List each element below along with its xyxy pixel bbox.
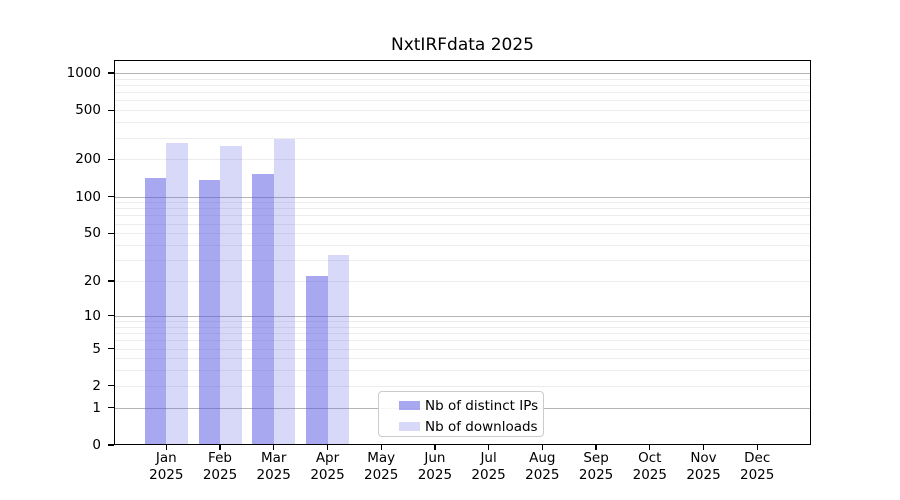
legend-swatch-distinct-ips — [399, 401, 420, 410]
gridline-minor — [114, 326, 811, 328]
y-tick-mark — [108, 158, 114, 161]
y-tick-mark — [108, 280, 114, 282]
plot-area — [114, 60, 811, 445]
x-tick-label-sep: Sep 2025 — [578, 450, 614, 483]
y-tick-label: 2 — [92, 377, 101, 394]
legend-row-distinct-ips: Nb of distinct IPs — [399, 395, 543, 416]
gridline-minor — [114, 78, 811, 80]
gridline-minor — [114, 92, 811, 94]
y-tick-label: 20 — [83, 273, 101, 289]
gridline-major — [114, 72, 811, 74]
gridline-minor — [114, 281, 811, 282]
bar-nb-of-downloads-jan — [166, 142, 188, 445]
gridline-minor — [114, 84, 811, 86]
bar-nb-of-distinct-ips-apr — [306, 276, 328, 445]
y-tick-label: 100 — [75, 188, 101, 205]
gridline-minor — [114, 122, 811, 124]
x-tick-label-jul: Jul 2025 — [471, 450, 506, 483]
legend-label-distinct-ips: Nb of distinct IPs — [425, 397, 539, 414]
gridline-minor — [114, 202, 811, 204]
x-tick-label-jan: Jan 2025 — [149, 450, 184, 483]
x-tick-mark — [165, 445, 167, 450]
x-tick-mark — [380, 445, 382, 450]
y-tick-mark — [108, 195, 114, 198]
y-tick-label: 1000 — [66, 64, 101, 81]
legend-label-downloads: Nb of downloads — [425, 418, 538, 435]
y-tick-label: 500 — [75, 102, 101, 119]
legend-swatch-downloads — [399, 422, 420, 431]
y-tick-label: 0 — [92, 437, 101, 453]
gridline-minor — [114, 159, 811, 161]
gridline-minor — [114, 110, 811, 112]
x-tick-label-apr: Apr 2025 — [310, 450, 345, 483]
x-tick-label-jun: Jun 2025 — [417, 450, 453, 483]
y-tick-mark — [108, 232, 114, 234]
x-tick-label-dec: Dec 2025 — [740, 450, 775, 483]
gridline-minor — [114, 385, 811, 387]
gridline-major — [114, 196, 811, 198]
y-tick-label: 1 — [92, 399, 101, 416]
x-tick-label-oct: Oct 2025 — [632, 450, 667, 483]
chart-title: NxtIRFdata 2025 — [390, 35, 534, 55]
gridline-minor — [114, 223, 811, 225]
y-tick-mark — [108, 444, 114, 446]
y-tick-mark — [108, 407, 114, 409]
y-tick-label: 200 — [75, 151, 101, 168]
gridline-minor — [114, 245, 811, 246]
gridline-minor — [114, 370, 811, 372]
x-tick-mark — [702, 445, 705, 450]
gridline-minor — [114, 333, 811, 334]
x-tick-mark — [273, 445, 275, 450]
y-tick-mark — [108, 109, 114, 111]
gridline-major — [114, 315, 811, 317]
y-tick-label: 10 — [83, 307, 101, 324]
gridline-minor — [114, 208, 811, 210]
x-tick-mark — [326, 445, 329, 450]
bar-nb-of-downloads-mar — [273, 138, 296, 445]
gridline-minor — [114, 321, 811, 322]
x-tick-mark — [756, 445, 758, 450]
gridline-minor — [114, 358, 811, 360]
x-tick-mark — [219, 445, 221, 450]
y-tick-label: 5 — [92, 340, 101, 357]
y-tick-mark — [108, 72, 114, 74]
bar-nb-of-distinct-ips-feb — [198, 179, 220, 445]
x-tick-label-mar: Mar 2025 — [256, 450, 291, 483]
y-tick-mark — [108, 315, 114, 317]
x-tick-label-nov: Nov 2025 — [686, 450, 721, 483]
x-tick-label-aug: Aug 2025 — [525, 450, 560, 483]
y-tick-mark — [108, 385, 114, 387]
x-tick-mark — [488, 445, 490, 450]
legend-row-downloads: Nb of downloads — [399, 416, 543, 437]
x-tick-label-may: May 2025 — [364, 450, 399, 483]
x-tick-mark — [541, 445, 543, 450]
x-tick-mark — [649, 445, 651, 450]
gridline-minor — [114, 100, 811, 102]
y-tick-mark — [108, 347, 114, 350]
gridline-minor — [114, 215, 811, 217]
x-tick-mark — [595, 445, 597, 450]
legend: Nb of distinct IPs Nb of downloads — [378, 391, 544, 437]
bar-nb-of-downloads-feb — [220, 146, 242, 445]
x-tick-label-feb: Feb 2025 — [202, 450, 238, 483]
bar-nb-of-distinct-ips-jan — [144, 177, 167, 445]
gridline-minor — [114, 260, 811, 262]
bar-nb-of-distinct-ips-mar — [252, 174, 274, 445]
y-tick-label: 50 — [83, 225, 101, 242]
gridline-minor — [114, 348, 811, 350]
gridline-minor — [114, 233, 811, 235]
bar-nb-of-downloads-apr — [327, 255, 349, 445]
x-tick-mark — [434, 445, 436, 450]
gridline-minor — [114, 137, 811, 139]
gridline-minor — [114, 340, 811, 342]
